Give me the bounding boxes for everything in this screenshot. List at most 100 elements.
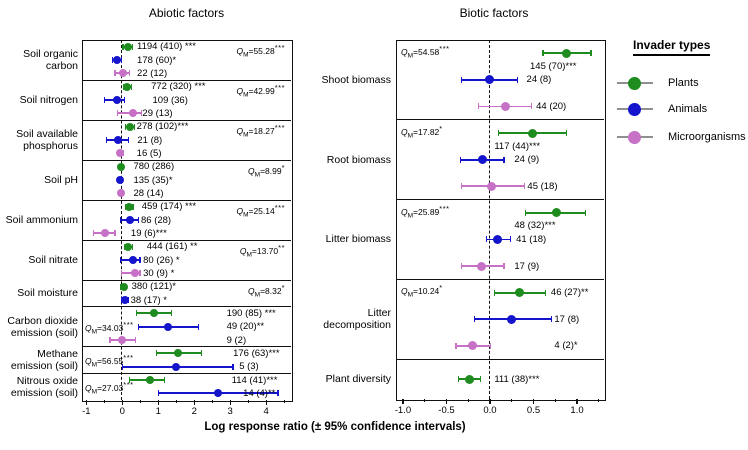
row-label: 111 (38)*** — [494, 373, 540, 385]
point-animals — [121, 296, 130, 304]
group-label: Soil ammonium — [5, 214, 78, 226]
ci-cap-right — [565, 130, 568, 137]
point-plants — [149, 309, 158, 318]
qm-statistic: QM=8.99* — [248, 163, 285, 179]
x-tick-minor — [247, 400, 249, 403]
ci-cap-left — [120, 217, 122, 223]
point-animals — [129, 256, 138, 264]
x-tick-major — [532, 399, 535, 404]
x-tick-minor — [554, 399, 556, 402]
row-label: 178 (60)* — [137, 54, 177, 66]
row-label: 22 (12) — [137, 67, 168, 79]
ci-cap-right — [517, 76, 519, 83]
row-label: 459 (174) *** — [141, 201, 197, 213]
point-animals — [116, 176, 125, 184]
row-label: 9 (2) — [226, 334, 247, 346]
point-plants — [174, 349, 183, 358]
row-label: 86 (28) — [140, 214, 172, 226]
point-microorganisms — [118, 69, 127, 78]
qm-statistic: QM=54.58*** — [401, 44, 450, 60]
point-microorganisms — [116, 189, 125, 198]
legend-item-label: Animals — [668, 102, 708, 115]
point-plants — [465, 374, 475, 384]
row-label: 278 (102)*** — [136, 121, 189, 133]
row-label: 17 (9) — [514, 260, 540, 272]
row-label: 44 (20) — [536, 100, 567, 112]
x-tick-major — [402, 399, 404, 404]
group-label: Plant diversity — [325, 373, 391, 386]
x-tick-minor — [598, 399, 600, 402]
row-label: 109 (36) — [152, 94, 188, 106]
ci-cap-right — [170, 310, 173, 317]
row-label: 1194 (410) *** — [137, 41, 197, 53]
point-microorganisms — [128, 109, 137, 118]
ci-cap-right — [551, 316, 553, 323]
ci-cap-left — [120, 270, 123, 277]
section-divider — [82, 306, 291, 308]
ci-cap-right — [510, 236, 512, 243]
ci-cap-left — [136, 310, 138, 317]
section-divider — [82, 239, 291, 241]
point-microorganisms — [101, 229, 110, 238]
point-animals — [113, 56, 122, 64]
ci-cap-right — [132, 203, 134, 210]
ci-cap-right — [114, 230, 116, 237]
point-animals — [125, 216, 134, 224]
ci-cap-right — [123, 97, 126, 103]
point-animals — [213, 389, 222, 398]
qm-statistic: QM=17.82* — [401, 123, 443, 140]
row-label: 772 (320) *** — [151, 81, 206, 93]
qm-statistic: QM=55.28*** — [236, 43, 285, 59]
ci-cap-left — [459, 156, 461, 163]
group-label: Soil pH — [44, 174, 78, 186]
x-tick-minor — [424, 399, 426, 402]
ci-cap-right — [503, 156, 505, 163]
ci-cap-right — [120, 57, 123, 63]
ci-cap-right — [141, 110, 143, 117]
row-label: 4 (2)* — [554, 340, 578, 352]
x-tick-minor — [103, 400, 105, 403]
ci-cap-left — [455, 342, 457, 349]
point-animals — [477, 155, 487, 165]
row-label: 30 (9) * — [143, 267, 175, 279]
legend-swatch-microorganisms-icon — [627, 130, 641, 144]
section-divider — [82, 372, 291, 374]
qm-statistic: QM=10.24* — [401, 283, 443, 299]
x-tick-label: 0.0 — [483, 405, 497, 416]
point-microorganisms — [116, 149, 125, 158]
ci-cap-left — [478, 103, 480, 110]
ci-cap-left — [460, 76, 462, 83]
panel-box — [82, 40, 293, 402]
ci-cap-right — [503, 263, 505, 270]
ci-cap-left — [111, 57, 114, 63]
row-label: 16 (5) — [136, 147, 162, 159]
legend-swatch-plants-icon — [627, 76, 641, 90]
ci-cap-right — [490, 342, 492, 349]
x-tick-major — [229, 400, 231, 405]
qm-statistic: QM=18.27*** — [236, 123, 285, 139]
section-divider — [82, 119, 291, 121]
x-tick-label: 2 — [191, 406, 197, 417]
x-axis-label: Log response ratio (± 95% confidence int… — [204, 421, 466, 433]
qm-statistic: QM=56.55*** — [85, 353, 134, 369]
ci-cap-left — [458, 376, 460, 383]
ci-cap-left — [542, 50, 544, 57]
ci-cap-right — [200, 350, 203, 357]
ci-cap-right — [585, 209, 587, 216]
qm-statistic: QM=27.03*** — [85, 379, 134, 396]
x-tick-label: 0.5 — [526, 405, 541, 416]
ci-cap-left — [460, 183, 462, 190]
group-label: Litter biomass — [325, 233, 391, 246]
point-microorganisms — [130, 269, 139, 278]
group-label: Soil nitrate — [28, 254, 78, 266]
point-plants — [123, 42, 132, 51]
ci-cap-right — [130, 83, 132, 90]
ci-cap-left — [92, 230, 95, 237]
ci-cap-left — [157, 390, 159, 397]
section-divider — [82, 346, 291, 348]
abiotic-panel-title: Abiotic factors — [148, 6, 225, 20]
biotic-panel-title: Biotic factors — [459, 6, 529, 20]
zero-baseline — [488, 40, 490, 399]
group-label: Litter decomposition — [323, 307, 391, 332]
point-microorganisms — [501, 101, 511, 111]
